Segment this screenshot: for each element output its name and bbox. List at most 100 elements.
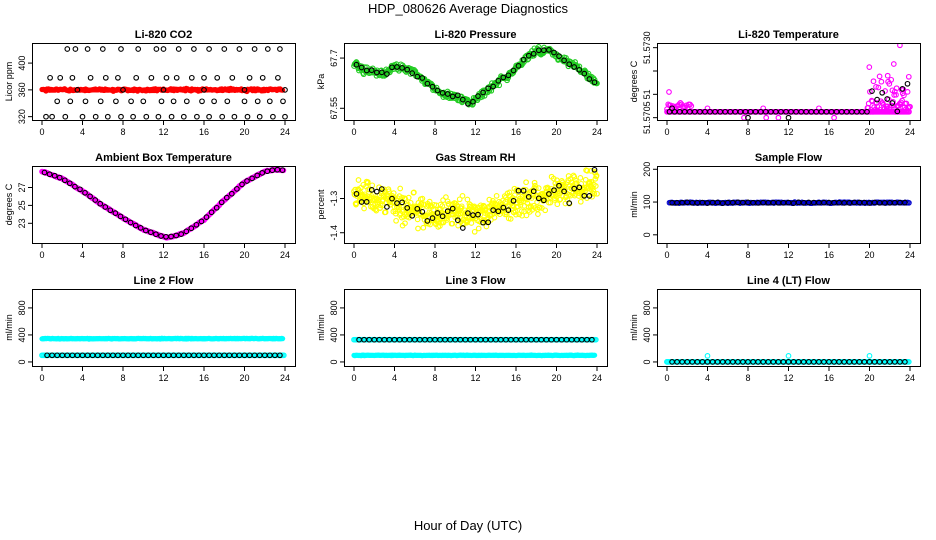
- rh_fill-point: [393, 217, 399, 224]
- x-tick-label: 16: [824, 127, 834, 137]
- y-tick-label: 27: [17, 182, 27, 192]
- rh_fill-point: [437, 201, 444, 208]
- temp_fill-point: [893, 85, 900, 92]
- y-tick-label: 67.7: [329, 49, 339, 67]
- l3_low-point: [592, 352, 598, 358]
- rh_fill-point: [482, 207, 489, 213]
- x-tick-label: 4: [392, 373, 397, 383]
- sample_fill-point: [906, 199, 912, 206]
- rh_avg-point: [495, 208, 502, 215]
- rh_fill-point: [554, 201, 561, 208]
- rh_avg-point: [454, 217, 461, 224]
- temp_avg-point: [864, 108, 870, 115]
- plot-frame: [32, 166, 296, 244]
- rh_fill-point: [557, 196, 564, 202]
- co2_avg-point: [92, 113, 99, 120]
- co2_avg-point: [168, 113, 175, 120]
- x-tick-label: 20: [864, 250, 874, 260]
- panel-data: [351, 44, 600, 108]
- co2_avg-point: [241, 87, 248, 93]
- box_avg-point: [97, 200, 104, 207]
- panel-data: [39, 335, 287, 359]
- temp_avg-point: [785, 114, 792, 120]
- temp_avg-point: [904, 80, 911, 87]
- l4_spikes-point: [785, 353, 792, 359]
- co2_avg-point: [74, 87, 81, 93]
- x-tick-label: 0: [39, 250, 44, 260]
- x-tick-label: 16: [199, 373, 209, 383]
- y-tick-label: 51.5705: [642, 101, 652, 134]
- x-tick-label: 16: [199, 127, 209, 137]
- temp_avg-point: [869, 88, 875, 94]
- x-tick-label: 8: [432, 373, 437, 383]
- pressure_avg-point: [505, 72, 512, 79]
- co2_avg-point: [43, 113, 49, 120]
- y-tick-label: 400: [17, 327, 27, 342]
- y-axis-label: ml/min: [4, 314, 14, 341]
- panel-data: [664, 43, 913, 120]
- pressure_avg-point: [500, 74, 507, 81]
- rh_avg-point: [485, 219, 492, 226]
- panel-data: [39, 166, 287, 241]
- box_avg-point: [132, 222, 139, 229]
- x-tick-label: 16: [511, 127, 521, 137]
- x-tick-label: 4: [80, 127, 85, 137]
- y-tick-label: 0: [329, 359, 339, 364]
- co2_avg-point: [219, 113, 226, 120]
- pressure_avg-point: [586, 76, 593, 82]
- co2_avg-point: [170, 98, 177, 105]
- plot-frame: [32, 289, 296, 367]
- l4_fill-point: [905, 359, 912, 365]
- l2_high-point: [280, 336, 286, 342]
- x-tick-label: 8: [745, 373, 750, 383]
- temp_fill-point: [870, 78, 877, 85]
- figure-title: HDP_080626 Average Diagnostics: [368, 1, 568, 16]
- pressure_avg-point: [510, 67, 517, 74]
- co2_avg-point: [115, 74, 121, 81]
- co2_avg-point: [47, 74, 53, 81]
- rh_fill-point: [507, 216, 514, 222]
- pressure_avg-point: [571, 64, 578, 70]
- box_avg-point: [244, 178, 250, 184]
- co2_avg-point: [183, 98, 190, 105]
- rh_fill-point: [462, 207, 468, 214]
- co2_avg-point: [264, 46, 271, 52]
- rh_avg-point: [475, 211, 481, 218]
- box_avg-point: [41, 169, 48, 176]
- co2_avg-point: [97, 98, 104, 105]
- rh_avg-point: [363, 199, 370, 205]
- rh_fill-point: [420, 224, 427, 231]
- pressure_avg-point: [409, 70, 416, 76]
- rh_avg-point: [566, 200, 573, 206]
- box_avg-point: [82, 189, 88, 196]
- pressure_avg-point: [459, 96, 466, 103]
- box_avg-point: [264, 168, 271, 175]
- plot-frame: [657, 289, 921, 367]
- co2_avg-point: [277, 46, 283, 52]
- rh_fill-point: [397, 185, 404, 192]
- x-tick-label: 4: [705, 373, 710, 383]
- co2_avg-point: [160, 46, 167, 52]
- co2_avg-point: [251, 46, 258, 52]
- box_avg-point: [188, 225, 195, 232]
- pressure_avg-point: [353, 61, 360, 68]
- temp_fill-point: [899, 97, 905, 104]
- rh_avg-point: [389, 195, 395, 202]
- box_avg-point: [87, 193, 93, 200]
- pressure_avg-point: [495, 77, 502, 84]
- x-tick-label: 0: [351, 373, 356, 383]
- rh_fill-point: [414, 216, 421, 223]
- l4_spikes-point: [866, 353, 873, 359]
- co2_avg-point: [246, 74, 253, 81]
- pressure_avg-point: [475, 93, 481, 99]
- temp_avg-point: [889, 100, 896, 106]
- rh_fill-point: [577, 175, 584, 181]
- pressure_avg-point: [530, 50, 537, 57]
- plot-frame: [344, 289, 608, 367]
- rh_fill-point: [531, 179, 538, 186]
- co2_avg-point: [241, 98, 248, 105]
- l3_high_avg-point: [589, 336, 595, 343]
- rh_avg-point: [586, 193, 593, 199]
- co2_avg-point: [79, 113, 86, 120]
- rh_fill-point: [455, 222, 461, 229]
